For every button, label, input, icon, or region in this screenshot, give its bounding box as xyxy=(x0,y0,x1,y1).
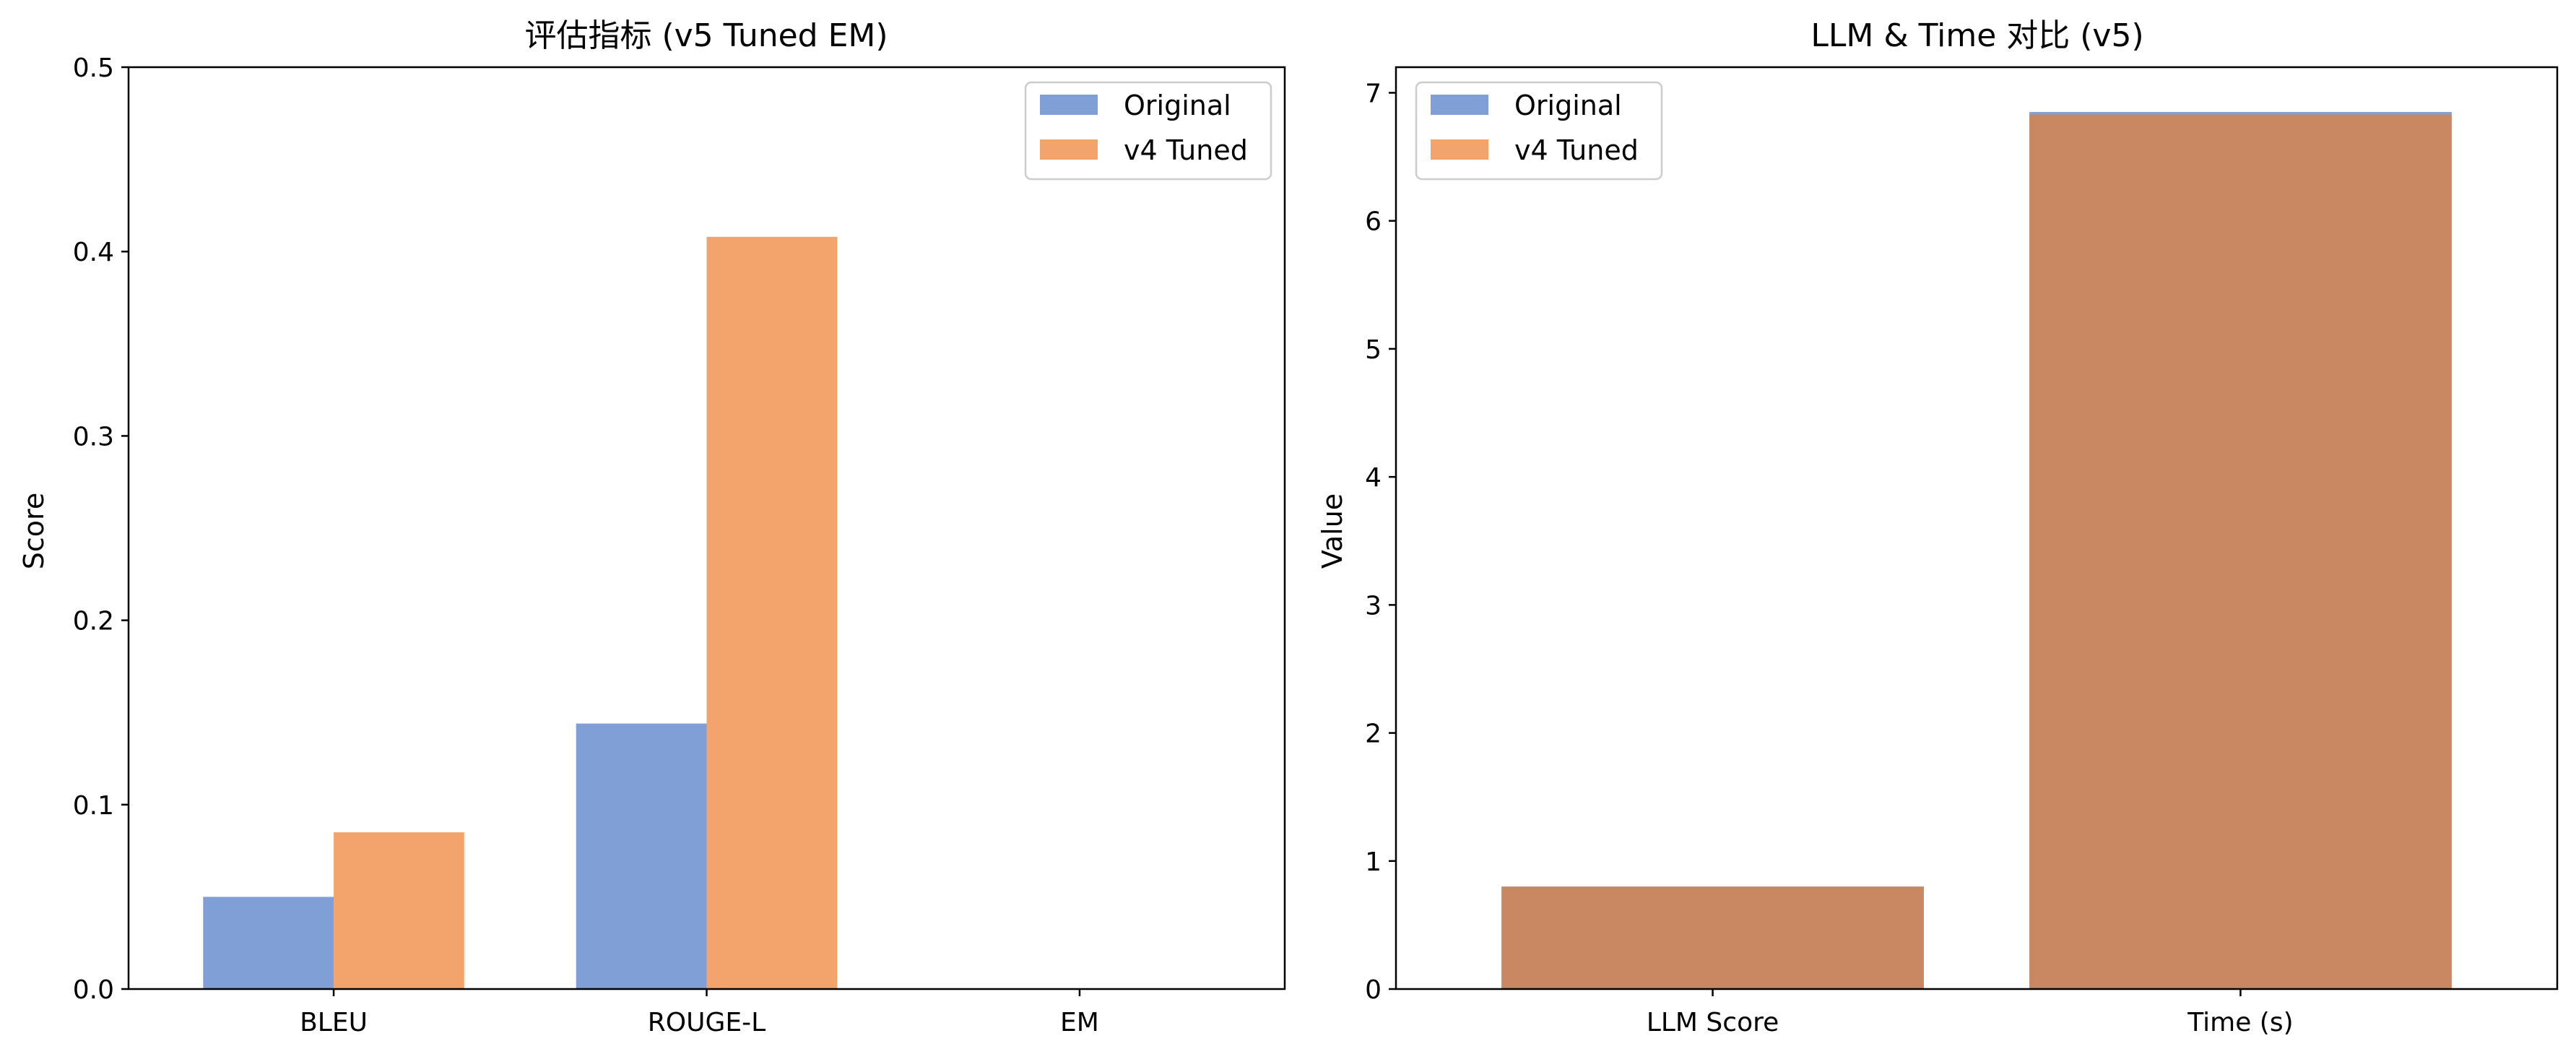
chart1-bars xyxy=(203,236,838,990)
chart2-ytick-label: 2 xyxy=(1365,720,1382,749)
chart1-bar-original xyxy=(576,723,707,989)
chart1-legend-label-original: Original xyxy=(1124,90,1231,121)
chart2-legend-swatch-v4 xyxy=(1431,139,1488,160)
chart1-ytick-label: 0.1 xyxy=(73,791,114,821)
chart2-title: LLM & Time 对比 (v5) xyxy=(1810,17,2143,54)
chart1-legend-label-v4: v4 Tuned xyxy=(1124,134,1248,166)
chart1-legend: Original v4 Tuned xyxy=(1024,81,1272,181)
chart2-ytick-label: 0 xyxy=(1365,975,1382,1005)
chart1-ytick-label: 0.2 xyxy=(73,607,114,636)
chart2-ytick-label: 7 xyxy=(1365,79,1382,108)
chart2-ytick-label: 6 xyxy=(1365,207,1382,237)
llm-time-chart: LLM & Time 对比 (v5) Value 0 1 2 3 4 5 6 7 LLM Sco… xyxy=(1317,17,2559,1037)
chart1-ylabel: Score xyxy=(18,493,50,569)
chart1-xtick-label: EM xyxy=(1060,1008,1099,1037)
chart1-ytick-label: 0.0 xyxy=(73,975,114,1005)
chart2-xtick-label: LLM Score xyxy=(1647,1008,1779,1037)
chart2-xtick-label: Time (s) xyxy=(2187,1008,2293,1037)
chart2-legend-label-original: Original xyxy=(1514,90,1622,121)
chart2-ytick-label: 3 xyxy=(1365,591,1382,621)
chart1-bar-original xyxy=(203,897,334,989)
chart2-bars xyxy=(1501,112,2452,989)
chart2-axes-frame xyxy=(1395,66,2559,990)
chart1-ytick-label: 0.5 xyxy=(73,53,114,83)
chart1-bar-v4-tuned xyxy=(706,236,838,990)
chart2-ytick-label: 5 xyxy=(1365,335,1382,365)
chart1-legend-swatch-v4 xyxy=(1040,139,1098,160)
chart1-ytick-label: 0.3 xyxy=(73,422,114,452)
chart2-axis-ticks: 0 1 2 3 4 5 6 7 LLM Score Time (s) xyxy=(1365,79,2294,1037)
chart1-xtick-label: ROUGE-L xyxy=(648,1008,766,1037)
chart1-ytick-label: 0.4 xyxy=(73,238,114,267)
chart1-axes-frame xyxy=(127,66,1286,990)
metrics-chart: 评估指标 (v5 Tuned EM) Score 0.0 0.1 0.2 0.3 0.4… xyxy=(18,17,1286,1037)
chart1-bar-v4-tuned xyxy=(334,832,464,989)
chart2-legend-swatch-original xyxy=(1431,95,1488,115)
chart1-legend-swatch-original xyxy=(1040,95,1098,115)
chart1-xtick-label: BLEU xyxy=(300,1008,368,1037)
chart2-ytick-label: 4 xyxy=(1365,463,1382,493)
chart2-ytick-label: 1 xyxy=(1365,847,1382,877)
chart2-legend-label-v4: v4 Tuned xyxy=(1514,134,1639,166)
chart2-bar-v4-tuned xyxy=(2029,114,2452,989)
chart2-bar-v4-tuned xyxy=(1501,886,1924,989)
chart2-ylabel: Value xyxy=(1317,493,1348,569)
chart1-title: 评估指标 (v5 Tuned EM) xyxy=(524,17,888,54)
chart2-legend: Original v4 Tuned xyxy=(1415,81,1663,181)
chart1-axis-ticks: 0.0 0.1 0.2 0.3 0.4 0.5 BLEU ROUGE-L EM xyxy=(73,53,1099,1037)
